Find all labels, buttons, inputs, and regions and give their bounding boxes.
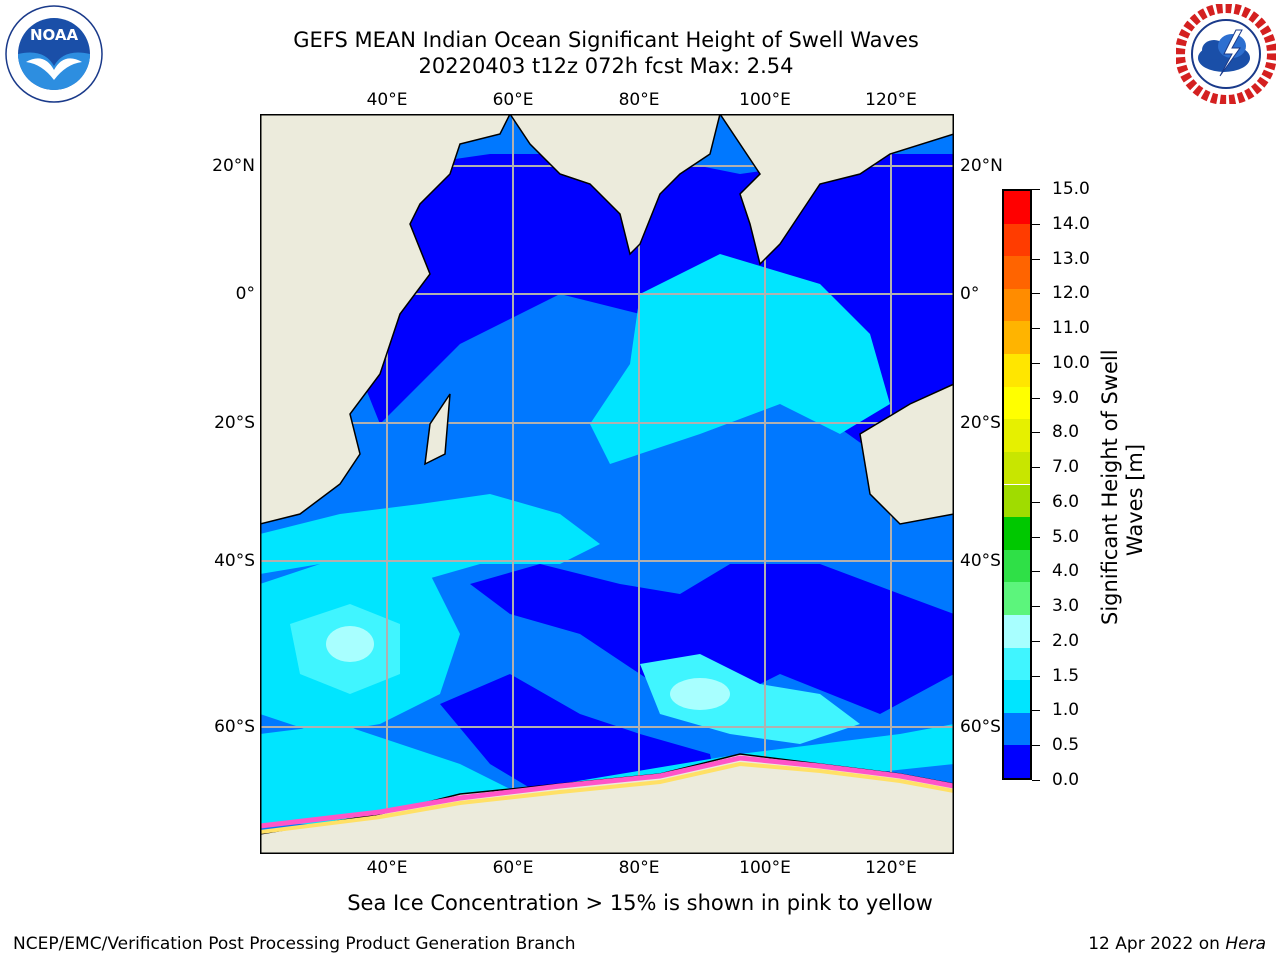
lon-tick-top-100e: 100°E [739,90,791,110]
colorbar-segment [1004,451,1030,485]
lon-tick-bottom-60e: 60°E [492,858,534,878]
colorbar-segment [1004,288,1030,322]
colorbar-tick-mark [1032,675,1040,677]
colorbar-tick-mark [1032,710,1040,712]
colorbar-tick-label: 15.0 [1052,179,1090,199]
colorbar-segment [1004,680,1030,713]
indian-ocean-swell-map [260,114,954,854]
lon-tick-bottom-100e: 100°E [739,858,791,878]
colorbar-tick-label: 1.0 [1052,700,1080,721]
lat-tick-left-20s: 20°S [214,413,255,433]
footer-branch: NCEP/EMC/Verification Post Processing Pr… [13,934,576,954]
colorbar-tick-mark [1032,293,1040,295]
colorbar-tick-label: 10.0 [1052,352,1090,373]
colorbar-segment [1004,582,1030,615]
colorbar-tick-mark [1032,223,1040,225]
colorbar-segment [1004,321,1030,355]
colorbar-tick-label: 13.0 [1052,248,1090,269]
colorbar-tick-label: 14.0 [1052,213,1090,234]
colorbar-segment [1004,386,1030,420]
colorbar-tick-mark [1032,189,1040,190]
lon-tick-bottom-120e: 120°E [865,858,917,878]
colorbar-tick-label: 1.5 [1052,665,1080,686]
colorbar-tick-mark [1032,362,1040,364]
land-masses [260,114,954,854]
colorbar-label-line2: Waves [m] [1123,443,1147,557]
noaa-logo: NOAA [4,4,104,104]
colorbar-tick-mark [1032,467,1040,469]
colorbar-tick-label: 4.0 [1052,561,1080,582]
colorbar-tick-mark [1032,745,1040,747]
colorbar-segment [1004,712,1030,746]
sea-ice-note: Sea Ice Concentration > 15% is shown in … [347,891,933,915]
colorbar-label: Significant Height of Swell Waves [m] [1003,349,1253,625]
colorbar-tick-mark [1032,397,1040,399]
colorbar-segment [1004,745,1030,778]
lon-tick-bottom-40e: 40°E [366,858,408,878]
footer-date-text: 12 Apr 2022 on [1088,934,1226,954]
colorbar-tick-mark [1032,571,1040,573]
lat-tick-right-60s: 60°S [960,717,1001,737]
lat-tick-left-20n: 20°N [212,156,255,176]
lon-tick-top-60e: 60°E [492,90,534,110]
colorbar-tick-mark [1032,432,1040,434]
colorbar-segment [1004,223,1030,257]
lat-tick-right-0: 0° [960,284,980,304]
colorbar-tick-label: 12.0 [1052,283,1090,304]
lat-tick-right-40s: 40°S [960,551,1001,571]
sea-ice-edge [260,755,954,829]
footer-date: 12 Apr 2022 on Hera [1088,934,1266,954]
colorbar-tick-label: 6.0 [1052,491,1080,512]
colorbar-tick-label: 5.0 [1052,526,1080,547]
colorbar-tick-mark [1032,606,1040,608]
nws-logo [1175,3,1277,105]
colorbar-tick-label: 8.0 [1052,422,1080,443]
colorbar-segment [1004,354,1030,387]
lat-tick-right-20s: 20°S [960,413,1001,433]
colorbar-label-line1: Significant Height of Swell [1098,349,1122,625]
colorbar-segment [1004,484,1030,518]
footer-host: Hera [1225,934,1266,954]
colorbar-tick-mark [1032,536,1040,538]
colorbar-segment [1004,517,1030,550]
colorbar-ticks: 15.0 14.0 13.0 12.0 11.0 10.0 9.0 8.0 7.0 6.0 5.0 4… [1032,179,1098,790]
colorbar-tick-label: 0.5 [1052,735,1080,756]
colorbar-tick-label: 7.0 [1052,457,1080,478]
colorbar-tick-mark [1032,328,1040,330]
colorbar [1002,189,1032,780]
lat-tick-right-20n: 20°N [960,156,1003,176]
colorbar-segment [1004,256,1030,289]
colorbar-tick-mark [1032,501,1040,503]
map-subtitle: 20220403 t12z 072h fcst Max: 2.54 [418,54,794,78]
colorbar-segment [1004,549,1030,583]
colorbar-tick-mark [1032,258,1040,260]
colorbar-segment [1004,191,1030,224]
map-title: GEFS MEAN Indian Ocean Significant Heigh… [293,28,919,52]
lon-tick-top-80e: 80°E [618,90,660,110]
lon-tick-top-120e: 120°E [865,90,917,110]
colorbar-tick-label: 2.0 [1052,630,1080,651]
colorbar-segment [1004,419,1030,452]
lat-tick-left-0: 0° [235,284,255,304]
colorbar-tick-label: 9.0 [1052,387,1080,408]
colorbar-segment [1004,614,1030,648]
colorbar-tick-label: 3.0 [1052,596,1080,617]
lon-tick-top-40e: 40°E [366,90,408,110]
svg-text:NOAA: NOAA [30,26,79,44]
colorbar-segment [1004,647,1030,681]
colorbar-tick-label: 0.0 [1052,770,1080,790]
colorbar-tick-label: 11.0 [1052,318,1090,339]
lat-tick-left-40s: 40°S [214,551,255,571]
lon-tick-bottom-80e: 80°E [618,858,660,878]
lat-tick-left-60s: 60°S [214,717,255,737]
colorbar-tick-mark [1032,780,1040,781]
colorbar-tick-mark [1032,640,1040,642]
